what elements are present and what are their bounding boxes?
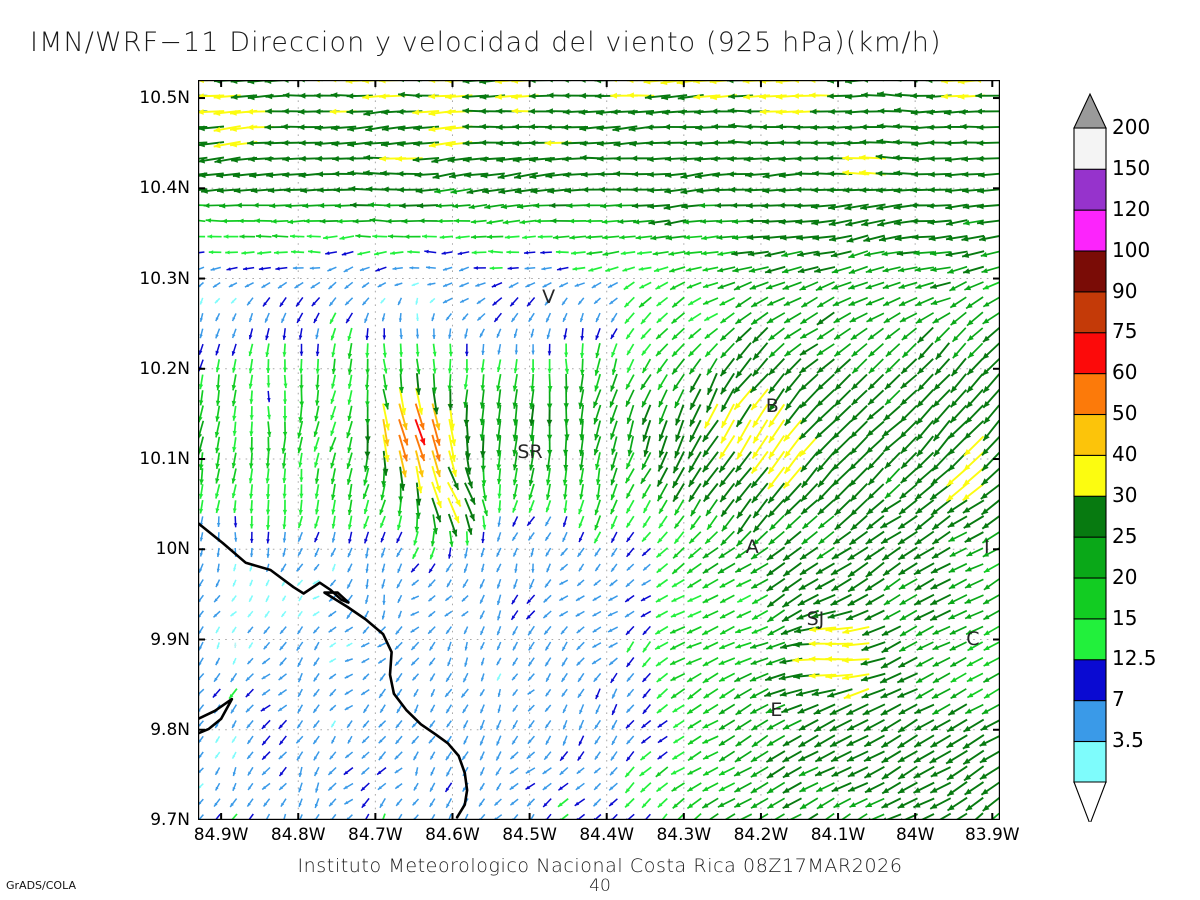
colorbar-tick-label: 7 [1112, 687, 1125, 712]
x-axis-tick-label: 84.3W [656, 825, 712, 845]
y-axis-tick-label: 10.2N [139, 358, 190, 379]
footer-institute: Instituto Meteorologico Nacional Costa R… [0, 855, 1200, 877]
x-axis-tick-label: 84.5W [502, 825, 557, 845]
y-axis-tick-label: 10.1N [139, 449, 190, 470]
colorbar-tick-label: 12.5 [1112, 646, 1157, 671]
x-axis-tick-label: 84.9W [193, 825, 249, 845]
footer-institute-text: Instituto Meteorologico Nacional Costa R… [297, 855, 903, 877]
colorbar-tick-label: 100 [1112, 237, 1151, 262]
colorbar-tick-label: 90 [1112, 278, 1138, 303]
colorbar-tick-label: 120 [1112, 196, 1151, 221]
coastline [198, 521, 469, 819]
y-axis-tick-label: 10.3N [139, 268, 190, 289]
footer-page-number: 40 [589, 876, 611, 896]
wind-field-svg [198, 80, 1000, 820]
x-axis-tick-label: 84.4W [579, 825, 635, 845]
colorbar-tick-label: 60 [1112, 360, 1138, 385]
y-axis-tick-label: 9.9N [150, 629, 190, 650]
wind-field-plot: V B SR A I SJ C E [198, 80, 1000, 820]
colorbar-tick-label: 40 [1112, 442, 1138, 466]
x-axis-tick-label: 84.2W [733, 825, 789, 845]
x-axis-tick-label: 84.6W [425, 825, 480, 845]
footer-credit: GrADS/COLA [6, 879, 76, 892]
x-axis-tick-label: 84.7W [348, 825, 403, 845]
y-axis-tick-label: 9.8N [150, 719, 190, 740]
colorbar-tick-label: 25 [1112, 523, 1138, 548]
colorbar: 200 150 120 100 90 75 60 50 40 30 25 20 15 12.5 7 3.5 [1068, 92, 1200, 826]
colorbar-tick-label: 75 [1112, 319, 1138, 344]
colorbar-swatches [1073, 92, 1107, 826]
page-title: IMN/WRF−11 Direccion y velocidad del vie… [30, 27, 942, 58]
y-axis-tick-label: 10.5N [139, 88, 190, 109]
colorbar-tick-label: 50 [1112, 401, 1138, 426]
x-axis-tick-label: 84.8W [270, 825, 326, 845]
y-axis-tick-label: 9.7N [150, 810, 190, 830]
x-axis-tick-label: 84.1W [810, 825, 866, 845]
colorbar-tick-label: 150 [1112, 155, 1151, 180]
colorbar-tick-label: 20 [1112, 564, 1138, 589]
colorbar-tick-label: 30 [1112, 482, 1138, 507]
colorbar-tick-label: 3.5 [1112, 728, 1144, 753]
y-axis-tick-label: 10N [155, 539, 190, 560]
colorbar-tick-label: 200 [1112, 115, 1151, 139]
y-axis-tick-label: 10.4N [139, 178, 190, 199]
colorbar-tick-label: 15 [1112, 605, 1138, 630]
x-axis-tick-label: 83.9W [964, 825, 1020, 845]
x-axis-tick-label: 84W [895, 825, 935, 845]
axis-ticks [198, 80, 1000, 820]
wind-vectors [198, 80, 1000, 820]
